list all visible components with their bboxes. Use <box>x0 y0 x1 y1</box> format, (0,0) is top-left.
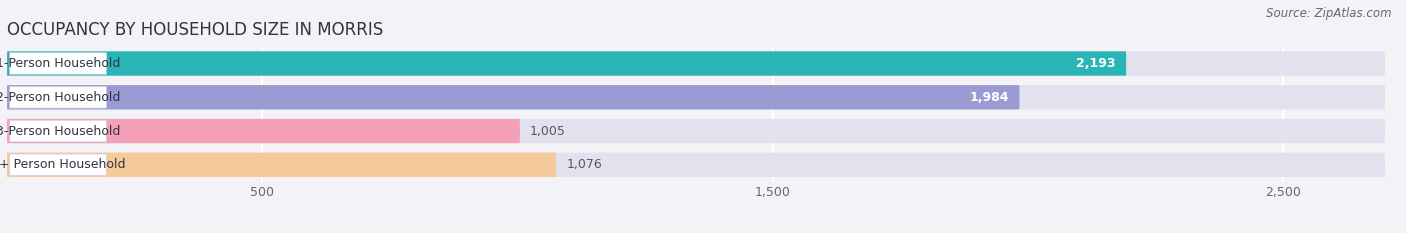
FancyBboxPatch shape <box>7 51 1385 76</box>
Text: 1-Person Household: 1-Person Household <box>0 57 121 70</box>
FancyBboxPatch shape <box>7 119 520 143</box>
FancyBboxPatch shape <box>10 53 107 74</box>
Text: 1,984: 1,984 <box>970 91 1010 104</box>
FancyBboxPatch shape <box>7 153 557 177</box>
FancyBboxPatch shape <box>7 85 1019 110</box>
FancyBboxPatch shape <box>7 119 1385 143</box>
Text: OCCUPANCY BY HOUSEHOLD SIZE IN MORRIS: OCCUPANCY BY HOUSEHOLD SIZE IN MORRIS <box>7 21 384 39</box>
FancyBboxPatch shape <box>10 86 107 108</box>
Text: 1,076: 1,076 <box>567 158 602 171</box>
FancyBboxPatch shape <box>7 51 1126 76</box>
Text: Source: ZipAtlas.com: Source: ZipAtlas.com <box>1267 7 1392 20</box>
Text: 2-Person Household: 2-Person Household <box>0 91 121 104</box>
FancyBboxPatch shape <box>10 154 107 176</box>
Text: 3-Person Household: 3-Person Household <box>0 125 121 137</box>
Text: 2,193: 2,193 <box>1077 57 1116 70</box>
Text: 1,005: 1,005 <box>530 125 567 137</box>
Text: 4+ Person Household: 4+ Person Household <box>0 158 125 171</box>
FancyBboxPatch shape <box>10 120 107 142</box>
FancyBboxPatch shape <box>7 153 1385 177</box>
FancyBboxPatch shape <box>7 85 1385 110</box>
